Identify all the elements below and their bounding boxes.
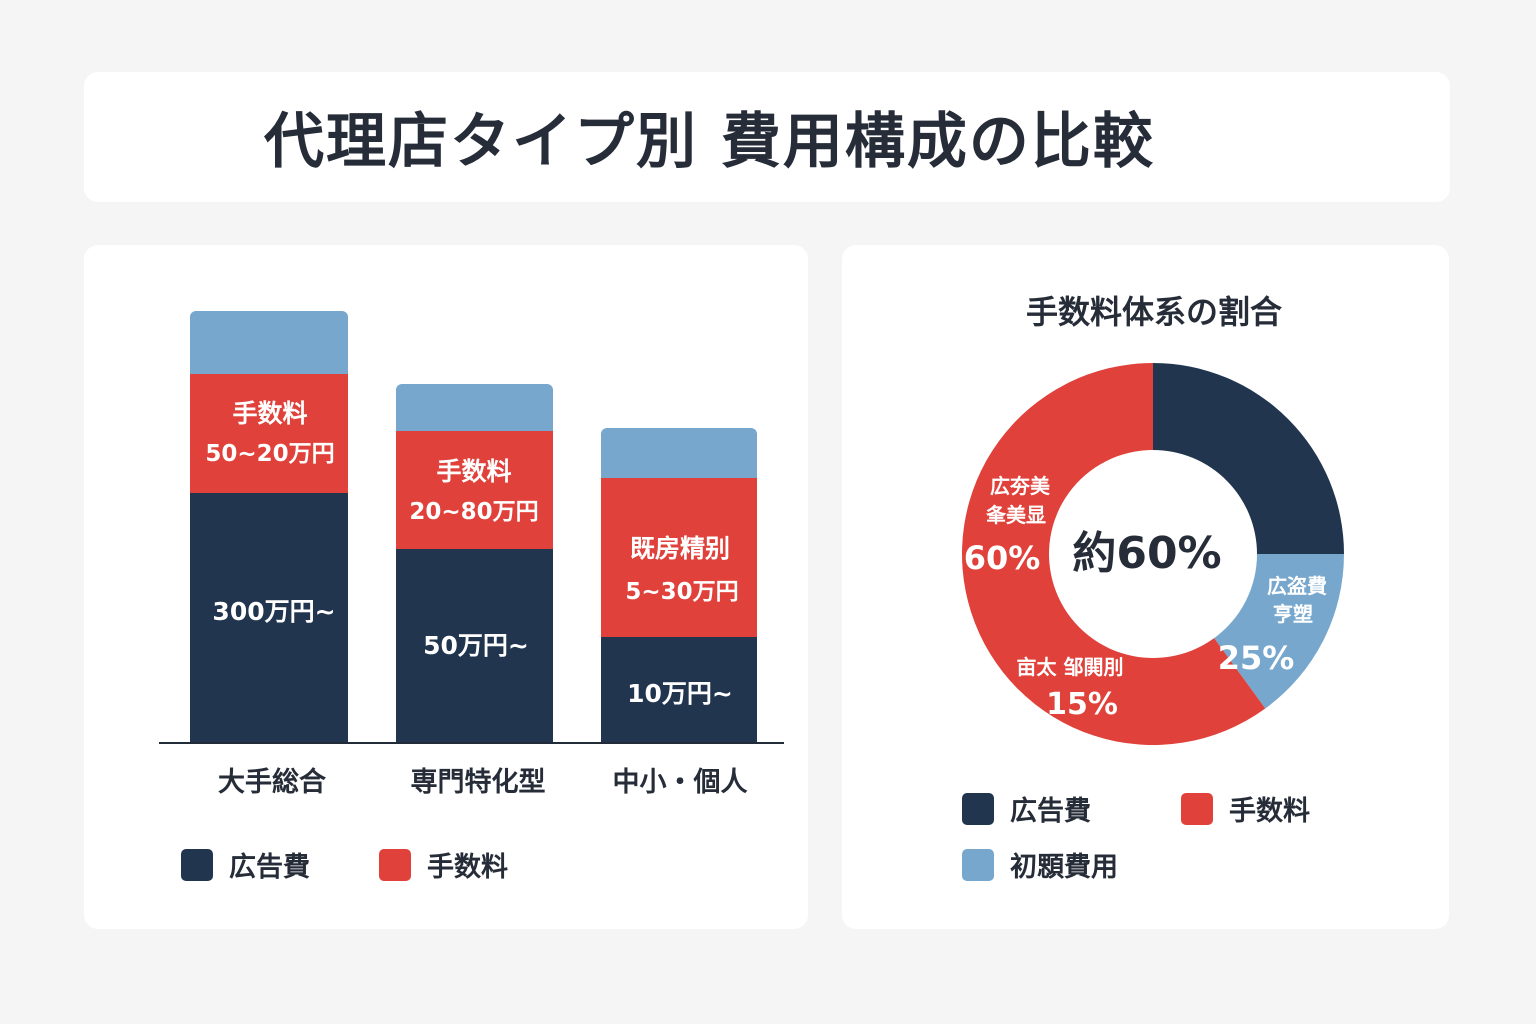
slice-ad-label-line-2: 亨塑 <box>1273 602 1313 626</box>
bar-2-fee <box>396 431 553 551</box>
slice-fee-label-line-1: 広夯美 <box>990 474 1051 498</box>
title-card: 代理店タイプ別 費用構成の比較 <box>84 72 1450 202</box>
bar-legend-fee: 手数料 <box>379 845 508 884</box>
center-label: 約60% <box>1072 528 1221 579</box>
donut-slice-initial <box>1214 554 1344 709</box>
legend-label: 手数料 <box>427 852 508 883</box>
bar-3-fee-value-label: 5~30万円 <box>625 579 738 605</box>
donut-legend-fee: 手数料 <box>1181 789 1310 828</box>
donut-slices <box>962 363 1344 745</box>
bar-1-fee-name-label: 手数料 <box>232 399 307 428</box>
bar-3-fee-name-label: 既房精别 <box>630 534 730 563</box>
legend-swatch-ad <box>962 792 994 825</box>
bar-1-fee-value-label: 50~20万円 <box>205 441 334 467</box>
bar-chart-card: 手数料 50~20万円 300万円~ 手数料 20~80万円 50万円~ 既房精… <box>84 245 808 929</box>
slice-ad-label-line-1: 広盗費 <box>1267 574 1327 598</box>
legend-label: 広告費 <box>1010 796 1091 827</box>
bar-3-initial <box>601 428 757 488</box>
legend-swatch-ad <box>181 848 213 881</box>
legend-label: 広告費 <box>229 852 310 883</box>
category-label-3: 中小・個人 <box>613 767 748 798</box>
bar-1-ad <box>190 493 348 743</box>
bar-2-initial <box>396 384 553 444</box>
bar-legend-ad: 広告費 <box>181 845 310 884</box>
bar-1-initial <box>190 311 348 381</box>
donut-slice-ad <box>1153 363 1344 554</box>
donut-legend-initial: 初顋費用 <box>962 845 1118 884</box>
bar-2-ad-value-label: 50万円~ <box>423 631 529 660</box>
category-label-2: 専門特化型 <box>411 767 546 798</box>
slice-ad-value-label: 25% <box>1218 639 1295 677</box>
legend-swatch-initial <box>962 848 994 881</box>
bar-2-fee-value-label: 20~80万円 <box>409 499 538 525</box>
slice-initial-label-line-1: 亩太 邹閧刖 <box>1017 655 1124 679</box>
page-title: 代理店タイプ別 費用構成の比較 <box>264 107 1155 177</box>
donut-chart-card: 手数料体系の割合 約60% 広盗費 亨塑 25% 亩太 邹閧刖 15% 広夯美 … <box>842 245 1449 929</box>
donut-title: 手数料体系の割合 <box>1026 293 1282 331</box>
bar-chart: 手数料 50~20万円 300万円~ 手数料 20~80万円 50万円~ 既房精… <box>159 311 784 798</box>
donut-slice-fee <box>962 363 1266 745</box>
slice-fee-label-line-2: 夆美显 <box>986 503 1046 527</box>
legend-swatch-fee <box>379 848 411 881</box>
legend-swatch-fee <box>1181 792 1213 825</box>
slice-fee-value-label: 60% <box>964 539 1041 577</box>
bar-3-fee <box>601 478 757 638</box>
donut-legend-ad: 広告費 <box>962 789 1091 828</box>
bar-1-ad-value-label: 300万円~ <box>212 597 335 626</box>
bar-1-fee <box>190 374 348 494</box>
bar-3-ad-value-label: 10万円~ <box>627 679 733 708</box>
legend-label: 初顋費用 <box>1010 852 1118 883</box>
bar-2-ad <box>396 549 553 743</box>
bar-3-ad <box>601 637 757 743</box>
slice-initial-value-label: 15% <box>1046 687 1118 722</box>
legend-label: 手数料 <box>1229 796 1310 827</box>
bar-2-fee-name-label: 手数料 <box>436 457 511 486</box>
donut-chart: 手数料体系の割合 約60% 広盗費 亨塑 25% 亩太 邹閧刖 15% 広夯美 … <box>962 293 1344 745</box>
category-label-1: 大手総合 <box>218 766 326 798</box>
